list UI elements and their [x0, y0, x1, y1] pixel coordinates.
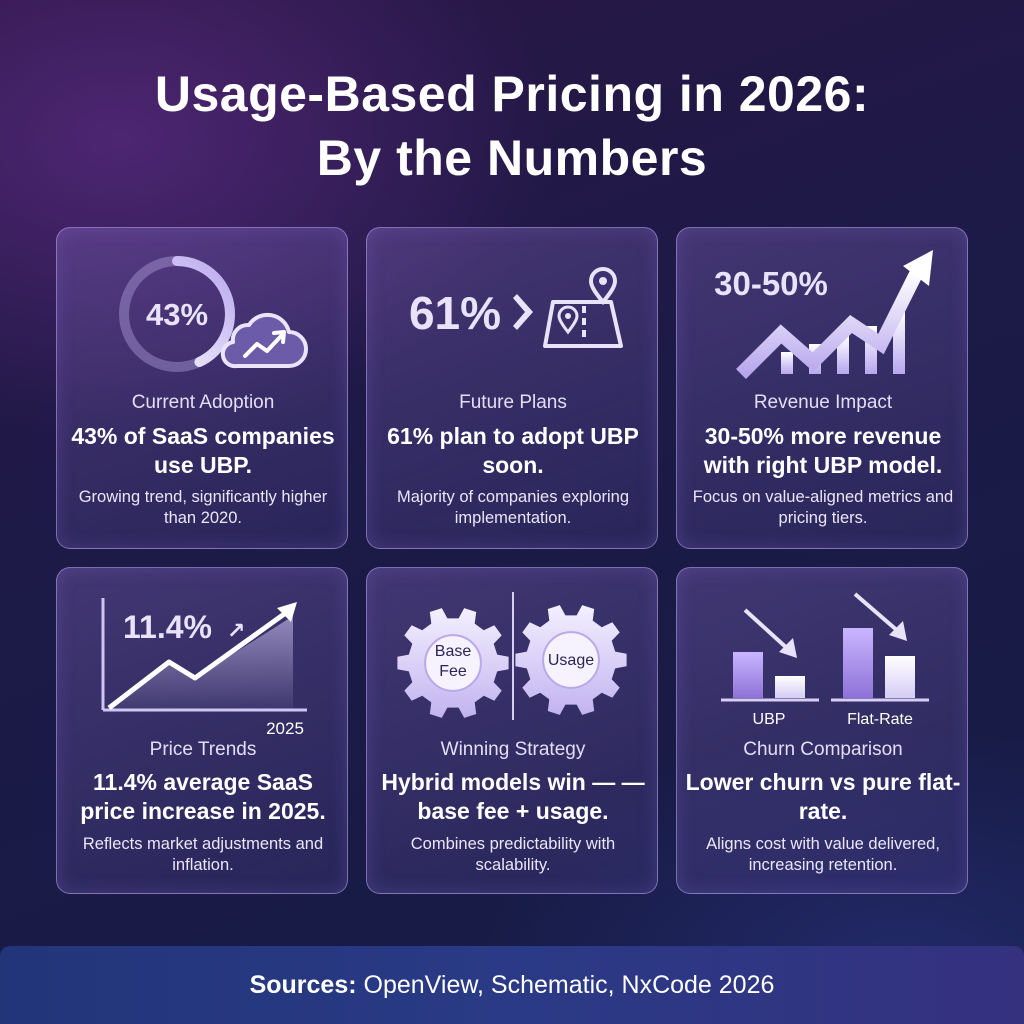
card-detail: Majority of companies exploring implemen… [396, 488, 630, 527]
card-label: Winning Strategy [440, 739, 586, 760]
gears-icon: Base Fee Usage [397, 592, 627, 720]
card-label: Price Trends [149, 739, 257, 760]
page-title-line-1: Usage-Based Pricing in 2026: [154, 66, 870, 122]
stat-value: 61% [409, 287, 501, 339]
card-detail: Aligns cost with value delivered, increa… [706, 835, 940, 874]
stat-value: 43% [146, 297, 208, 332]
card-headline: 11.4% average SaaS price increase in 202… [80, 769, 326, 824]
chart-line [107, 609, 289, 710]
card-headline: Hybrid models win — — base fee + usage. [381, 769, 645, 824]
card-future-plans: 61% Future Plans 61% plan to adopt UBP s… [366, 227, 658, 549]
card-churn-comparison: UBP Flat-Rate Churn Comparison Lower chu… [676, 567, 968, 894]
stat-arrow: ↗ [227, 618, 245, 643]
page-title-line-2: By the Numbers [316, 130, 708, 186]
line-chart-arrow-icon: 11.4% ↗ 2025 [101, 598, 307, 738]
flat-rate-bar-group [831, 592, 929, 702]
arrow-down-right-icon [889, 621, 907, 641]
card-current-adoption: 43% Current Adoption 43% of SaaS compani… [56, 227, 348, 549]
map-pin-roadmap-icon: 61% [409, 267, 623, 348]
card-revenue-impact: 30-50% Revenue Impact 30-50% more revenu… [676, 227, 968, 549]
card-headline: Lower churn vs pure flat-rate. [685, 769, 961, 824]
progress-ring-fill [119, 256, 235, 372]
rising-bars-arrow-icon: 30-50% [714, 250, 933, 379]
bar-label-flat-rate: Flat-Rate [847, 711, 913, 728]
card-price-trends: 11.4% ↗ 2025 Price Trends 11.4% average … [56, 567, 348, 894]
gear-right-icon [515, 605, 627, 715]
bar-label-ubp: UBP [753, 711, 786, 728]
card-winning-strategy: Base Fee Usage Winning Strategy Hybrid mo… [366, 567, 658, 894]
sources-text: OpenView, Schematic, NxCode 2026 [356, 971, 775, 999]
chevron-right-icon [513, 294, 533, 330]
gear-right-label: Usage [548, 652, 594, 669]
card-label: Current Adoption [131, 392, 275, 413]
card-headline: 61% plan to adopt UBP soon. [387, 423, 639, 478]
stat-value: 11.4% [123, 609, 212, 645]
arrow-down-right-icon [779, 638, 797, 658]
card-label: Churn Comparison [743, 739, 903, 760]
gear-left-label: Base Fee [435, 643, 472, 680]
card-detail: Growing trend, significantly higher than… [78, 488, 328, 527]
card-detail: Reflects market adjustments and inflatio… [82, 835, 324, 874]
card-detail: Focus on value-aligned metrics and prici… [692, 488, 954, 527]
cloud-trend-icon [220, 312, 308, 369]
card-headline: 43% of SaaS companies use UBP. [71, 423, 335, 478]
chart-area [109, 616, 293, 710]
gear-hub [424, 634, 482, 692]
sources-prefix: Sources: [249, 971, 357, 999]
gear-left-icon [397, 608, 509, 718]
year-label: 2025 [266, 719, 304, 738]
ubp-bar-group [721, 608, 819, 702]
arrow-up-right-icon [903, 250, 933, 286]
stat-value: 30-50% [714, 265, 828, 302]
map-roadmap-icon [543, 267, 623, 348]
sources-footer: Sources: OpenView, Schematic, NxCode 202… [0, 946, 1024, 1024]
trend-line [736, 268, 924, 379]
card-headline: 30-50% more revenue with right UBP model… [703, 423, 943, 478]
card-label: Revenue Impact [753, 392, 893, 413]
gear-hub [542, 631, 600, 689]
arrow-up-right-icon [277, 602, 297, 622]
churn-bars-down-arrows-icon: UBP Flat-Rate [721, 592, 929, 728]
card-label: Future Plans [459, 392, 567, 413]
donut-ring-cloud-trend-icon: 43% [119, 256, 308, 372]
page-title: Usage-Based Pricing in 2026: By the Numb… [0, 62, 1024, 190]
card-detail: Combines predictability with scalability… [410, 835, 616, 874]
